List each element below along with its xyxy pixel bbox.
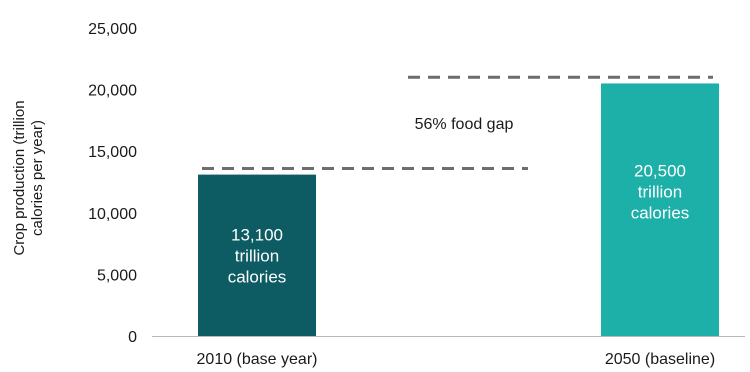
food-gap-annotation: 56% food gap <box>415 116 514 133</box>
x-category-label: 2050 (baseline) <box>605 351 715 368</box>
bar-data-label: trillion <box>235 246 279 265</box>
y-tick-label: 20,000 <box>88 83 137 100</box>
category-labels: 2010 (base year) 2050 (baseline) <box>197 351 716 368</box>
gap-lines <box>202 75 713 170</box>
bar-data-label: 20,500 <box>634 162 686 181</box>
y-axis-title-line-1: Crop production (trillion <box>11 100 28 255</box>
bar <box>198 174 316 336</box>
bar-data-label: 13,100 <box>231 225 283 244</box>
y-tick-label: 0 <box>128 329 137 346</box>
x-category-label: 2010 (base year) <box>197 351 318 368</box>
bar <box>601 83 719 336</box>
bars: 13,100 trillion calories 20,500 trillion calo… <box>198 83 719 336</box>
bar-data-label: calories <box>228 267 287 286</box>
y-axis-title-line-2: calories per year) <box>29 120 46 236</box>
y-tick-label: 10,000 <box>88 206 137 223</box>
bar-data-label: calories <box>631 204 690 223</box>
y-axis-ticks: 0 5,000 10,000 15,000 20,000 25,000 <box>88 21 137 346</box>
y-tick-label: 15,000 <box>88 144 137 161</box>
y-tick-label: 25,000 <box>88 21 137 38</box>
bar-data-label: trillion <box>638 183 682 202</box>
y-tick-label: 5,000 <box>97 267 137 284</box>
